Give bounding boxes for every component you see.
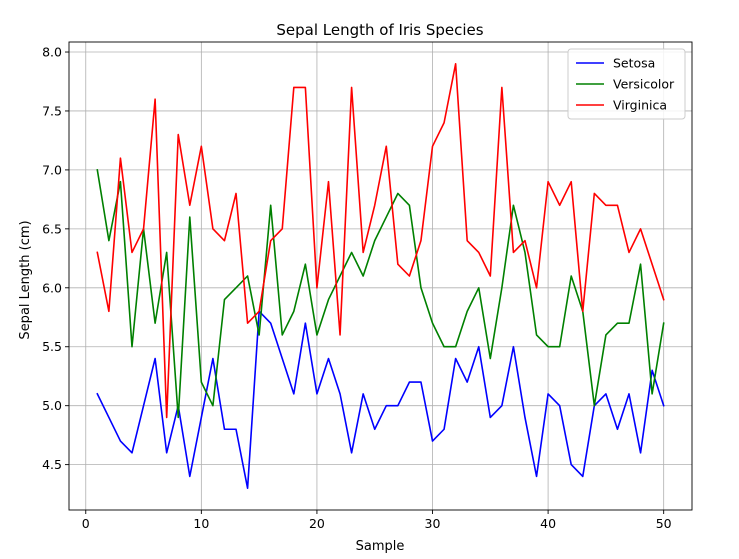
y-tick-label: 4.5 (42, 457, 62, 472)
y-tick-label: 5.0 (42, 398, 62, 413)
legend-label-setosa: Setosa (613, 56, 655, 71)
y-tick-label: 8.0 (42, 45, 62, 60)
y-tick-label: 5.5 (42, 339, 62, 354)
axes-frame (68, 41, 693, 511)
chart-title: Sepal Length of Iris Species (276, 21, 483, 39)
x-tick-label: 50 (656, 516, 672, 531)
y-tick-label: 7.5 (42, 103, 62, 118)
legend: Setosa Versicolor Virginica (567, 48, 686, 120)
x-tick-label: 10 (193, 516, 209, 531)
y-axis-label: Sepal Length (cm) (18, 220, 33, 339)
legend-label-versicolor: Versicolor (613, 77, 675, 92)
x-tick-label: 40 (540, 516, 556, 531)
x-tick-label: 20 (309, 516, 325, 531)
x-tick-label: 0 (82, 516, 90, 531)
series-line-setosa (96, 310, 665, 489)
axis-ticks: 0 10 20 30 40 50 4.5 5.0 5.5 6.0 6.5 7.0 7.5 8.0 (42, 45, 672, 531)
legend-label-virginica: Virginica (613, 98, 667, 113)
y-tick-label: 6.5 (42, 221, 62, 236)
legend-box (567, 48, 686, 120)
x-tick-label: 30 (425, 516, 441, 531)
series-line-virginica (96, 63, 665, 419)
y-tick-label: 7.0 (42, 162, 62, 177)
series-line-versicolor (96, 168, 665, 419)
y-tick-label: 6.0 (42, 280, 62, 295)
series-lines (96, 63, 665, 489)
axes-border (68, 41, 693, 511)
x-axis-label: Sample (356, 539, 405, 554)
